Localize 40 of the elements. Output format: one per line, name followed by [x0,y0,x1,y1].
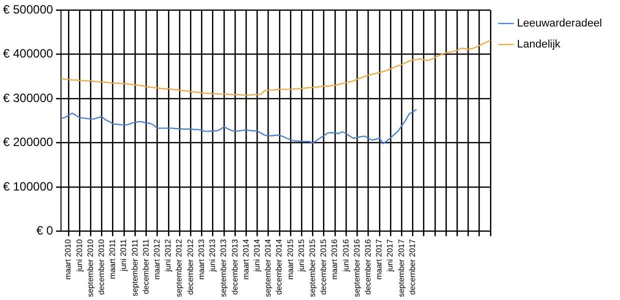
x-tick-label: september 2011 [130,238,140,296]
y-tick-label: € 400000 [2,46,54,61]
y-tick-label: € 0 [36,223,54,238]
x-tick-label: september 2014 [264,238,273,298]
x-tick-label: september 2017 [396,238,406,298]
x-tick-label: juni 2015 [296,238,306,273]
x-tick-label: december 2011 [141,238,150,294]
x-tick-label: december 2016 [364,238,373,295]
x-tick-label: september 2010 [86,238,95,298]
x-tick-label: maart 2015 [286,238,295,280]
x-tick-label: december 2014 [274,238,284,295]
x-tick-label: maart 2017 [374,238,384,280]
legend-label: Leeuwarderadeel [516,18,602,30]
y-tick-label: € 500000 [2,2,54,17]
x-tick-label: maart 2013 [196,238,206,280]
x-tick-label: september 2016 [352,238,362,298]
legend-label: Landelijk [516,38,561,51]
x-tick-label: december 2010 [96,238,106,295]
x-tick-label: maart 2016 [330,238,340,280]
x-tick-label: juni 2016 [341,238,350,273]
x-tick-label: juni 2013 [208,238,218,273]
x-tick-label: december 2017 [408,238,417,295]
x-tick-label: juni 2012 [164,238,173,273]
x-tick-label: juni 2010 [74,238,84,273]
x-tick-label: juni 2011 [119,238,128,272]
x-tick-label: maart 2012 [152,238,162,280]
x-tick-label: juni 2017 [386,238,395,273]
x-tick-label: juni 2014 [252,238,262,273]
x-tick-label: december 2013 [230,238,240,295]
x-tick-label: december 2012 [186,238,195,295]
x-tick-label: september 2012 [174,238,184,298]
y-tick-label: € 200000 [2,135,54,150]
x-tick-label: september 2015 [308,238,317,298]
x-tick-label: december 2015 [319,238,328,295]
y-tick-label: € 300000 [2,90,54,105]
y-tick-label: € 100000 [2,179,54,194]
x-tick-label: september 2013 [219,238,228,298]
x-tick-label: maart 2014 [241,238,250,280]
x-tick-label: maart 2011 [108,238,118,280]
x-tick-label: maart 2010 [64,238,73,280]
